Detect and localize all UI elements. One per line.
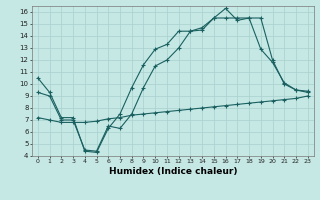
X-axis label: Humidex (Indice chaleur): Humidex (Indice chaleur) — [108, 167, 237, 176]
